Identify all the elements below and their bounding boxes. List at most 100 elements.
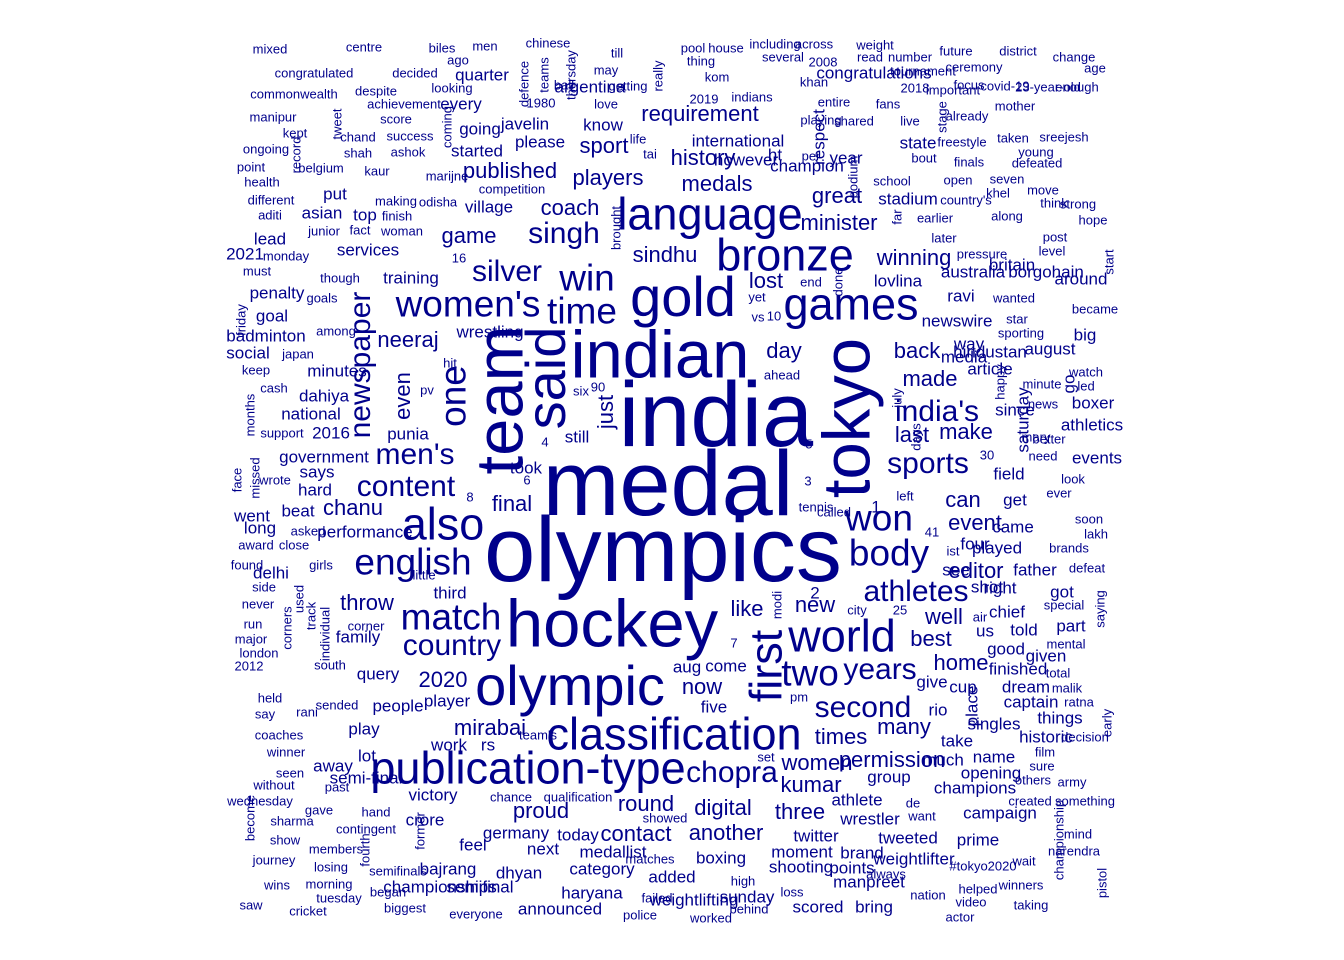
word-cloud-word: know [583, 115, 623, 135]
word-cloud-word: taking [1013, 897, 1049, 913]
word-cloud-word: newswire [921, 311, 993, 331]
word-cloud-word: next [526, 839, 560, 859]
word-cloud-word: gave [304, 802, 334, 818]
word-cloud-word: work [431, 735, 467, 755]
word-cloud-word: marijne [425, 168, 469, 184]
word-cloud-word: success [386, 128, 434, 144]
word-cloud-word: ratna [1064, 694, 1094, 710]
word-cloud-word: enough [1055, 79, 1099, 95]
word-cloud-word: sended [315, 697, 359, 713]
word-cloud-word: side [252, 579, 276, 595]
word-cloud-word: beat [281, 501, 315, 521]
word-cloud-word: even [390, 372, 415, 420]
word-cloud-word: without [253, 777, 295, 793]
word-cloud-word: earlier [916, 210, 954, 226]
word-cloud-word: modi [769, 590, 785, 620]
word-cloud-word: 41 [924, 524, 940, 540]
word-cloud-word: mixed [252, 41, 288, 57]
word-cloud-word: sport [579, 133, 629, 158]
word-cloud-word: london [239, 645, 279, 661]
word-cloud-word: read [856, 49, 884, 65]
word-cloud-word: house [708, 40, 744, 56]
word-cloud-word: final [491, 491, 533, 516]
word-cloud-word: won [845, 497, 913, 539]
word-cloud-word: added [648, 867, 696, 887]
word-cloud-word: second [814, 691, 912, 724]
word-cloud-word: cup [949, 677, 977, 697]
word-cloud-word: entire [817, 94, 851, 110]
word-cloud-word: boxing [695, 848, 747, 868]
word-cloud-word: august [1024, 339, 1076, 359]
word-cloud-word: missed [247, 457, 263, 499]
word-cloud-word: individual [317, 606, 333, 662]
word-cloud-word: argentina [554, 77, 626, 97]
word-cloud-word: think [1040, 195, 1068, 211]
word-cloud-word: decided [392, 65, 438, 81]
word-cloud-word: 10 [766, 308, 782, 324]
word-cloud-word: players [572, 165, 644, 190]
word-cloud-word: keep [241, 362, 271, 378]
word-cloud-word: services [336, 240, 400, 260]
word-cloud-word: award [238, 537, 274, 553]
word-cloud-word: kumar [780, 772, 842, 797]
word-cloud-word: open [943, 172, 973, 188]
word-cloud-word: many [877, 714, 931, 739]
word-cloud-word: coming [439, 106, 455, 148]
word-cloud-word: pressure [956, 246, 1008, 262]
word-cloud-word: getting [608, 78, 648, 94]
word-cloud-word: four [960, 534, 990, 554]
word-cloud-word: sure [1029, 758, 1055, 774]
word-cloud-word: lovlina [873, 271, 923, 291]
word-cloud-word: like [730, 596, 764, 621]
word-cloud-word: former [412, 812, 428, 850]
word-cloud-word: till [610, 45, 624, 61]
word-cloud-word: members [308, 841, 364, 857]
word-cloud-word: five [700, 697, 728, 717]
word-cloud-word: neeraj [377, 327, 439, 352]
word-cloud-word: helped [958, 881, 998, 897]
word-cloud-word: narendra [1047, 843, 1101, 859]
word-cloud-word: shot [970, 577, 1004, 597]
word-cloud-word: men's [375, 438, 455, 471]
word-cloud-word: morning [305, 876, 353, 892]
word-cloud-word: team's [519, 727, 557, 743]
word-cloud-word: 2012 [234, 658, 264, 674]
word-cloud-word: belgium [298, 160, 344, 176]
word-cloud-word: competition [478, 181, 546, 197]
word-cloud-word: different [247, 192, 295, 208]
word-cloud-word: tournament [890, 63, 956, 79]
word-cloud-word: left [896, 488, 914, 504]
word-cloud-word: semifinal [446, 877, 514, 897]
word-cloud-word: coaches [254, 727, 304, 743]
word-cloud-word: corner [347, 618, 385, 634]
word-cloud-word: player [423, 691, 471, 711]
word-cloud-word: need [1028, 448, 1058, 464]
word-cloud-word: yet [748, 289, 766, 305]
word-cloud-word: singh [528, 217, 600, 250]
word-cloud-word: put [323, 184, 347, 204]
word-cloud-word: weightlifting [649, 890, 739, 910]
word-cloud-word: may [593, 62, 619, 78]
word-cloud-word: digital [694, 795, 752, 820]
word-cloud-word: asked [290, 523, 326, 539]
word-cloud-word: making [375, 193, 417, 209]
word-cloud-word: past [324, 779, 350, 795]
word-cloud-word: says [299, 462, 335, 482]
word-cloud-word: olympic [475, 654, 665, 717]
word-cloud-word: life [629, 131, 647, 147]
word-cloud-word: medals [681, 171, 753, 196]
word-cloud-word: said [514, 326, 577, 430]
word-cloud-word: 6 [523, 472, 531, 488]
word-cloud-word: 2 [810, 583, 820, 603]
word-cloud-word: found [230, 557, 264, 573]
word-cloud-word: give [916, 672, 948, 692]
word-cloud-word: must [242, 263, 272, 279]
word-cloud-word: times [814, 724, 868, 749]
word-cloud-word: singles [967, 714, 1021, 734]
word-cloud-word: coach [540, 195, 600, 220]
word-cloud-word: along [991, 208, 1023, 224]
word-cloud-word: ht [767, 145, 783, 165]
word-cloud-word: girls [309, 557, 333, 573]
word-cloud-word: things [1037, 708, 1083, 728]
word-cloud-word: bring [855, 897, 893, 917]
